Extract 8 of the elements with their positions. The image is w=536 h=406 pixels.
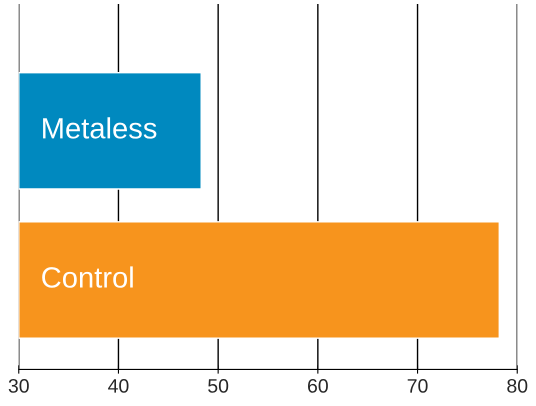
y-tick-label: Control bbox=[42, 266, 133, 288]
x-tick-label: 60 bbox=[308, 379, 328, 393]
x-tick-label: 40 bbox=[108, 379, 129, 393]
x-tick-label: 30 bbox=[8, 379, 29, 393]
x-tick-label: 80 bbox=[507, 379, 528, 393]
x-tick-label: 50 bbox=[208, 379, 228, 393]
x-tick-label: 70 bbox=[408, 379, 428, 393]
y-tick-label: Metaless bbox=[43, 117, 156, 139]
